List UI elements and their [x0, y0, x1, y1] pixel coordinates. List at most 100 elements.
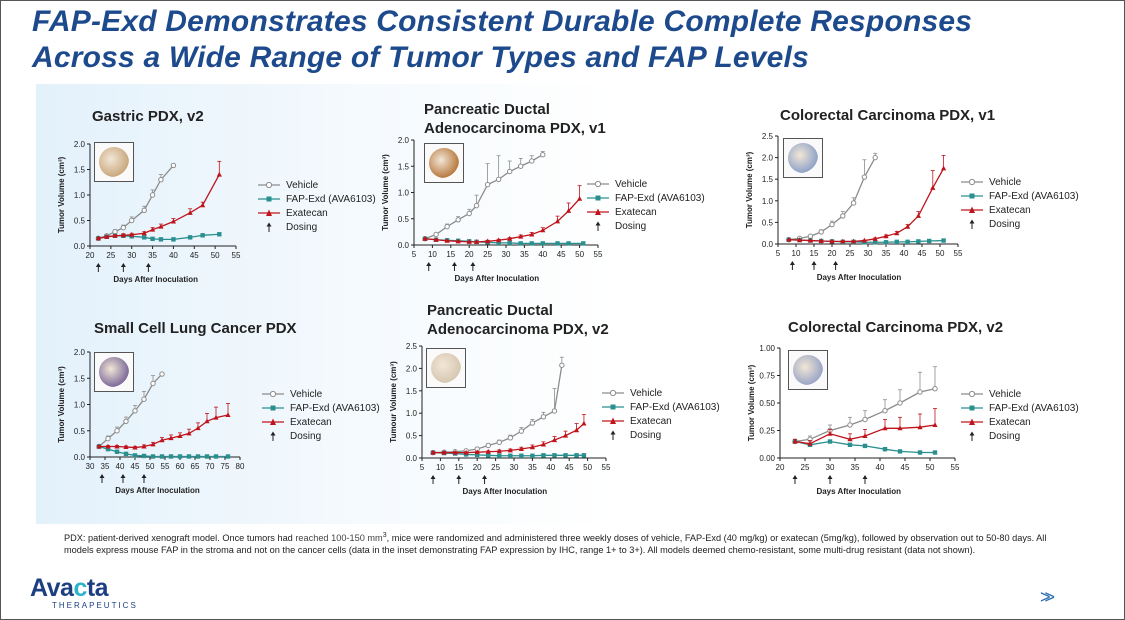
- x-axis-label: Days After Inoculation: [454, 274, 539, 283]
- dosing-arrow-icon: [792, 475, 798, 479]
- legend-label: Exatecan: [989, 204, 1031, 216]
- data-point-fapexd: [159, 454, 165, 459]
- legend-swatch-exatecan-icon: [961, 206, 983, 213]
- data-point-fapexd: [507, 240, 512, 246]
- data-point-fapexd: [217, 232, 222, 237]
- legend-item-vehicle: Vehicle: [258, 178, 376, 192]
- data-point-fapexd: [905, 239, 910, 245]
- legend-item-exatecan: Exatecan: [262, 415, 380, 429]
- data-point-exatecan: [466, 239, 472, 244]
- dosing-arrow-icon: [430, 475, 436, 479]
- data-point-exatecan: [120, 232, 126, 238]
- x-tick-label: 20: [473, 463, 482, 472]
- dosing-arrow-icon: [95, 263, 101, 267]
- legend-swatch-exatecan-icon: [258, 209, 280, 216]
- data-point-vehicle: [850, 200, 857, 206]
- legend-swatch-fapexd-icon: [961, 193, 983, 199]
- x-axis-label: Days After Inoculation: [462, 487, 547, 496]
- x-tick-label: 5: [776, 249, 781, 258]
- y-tick-label: 0.75: [759, 372, 775, 381]
- legend-label: Vehicle: [615, 178, 648, 190]
- y-tick-label: 1.0: [74, 401, 86, 410]
- y-tick-label: 2.5: [762, 132, 774, 141]
- series-line-exatecan: [788, 168, 945, 243]
- data-point-vehicle: [485, 442, 491, 449]
- data-point-exatecan: [485, 238, 491, 244]
- data-point-vehicle: [872, 154, 878, 161]
- x-tick-label: 25: [846, 249, 855, 258]
- chart-title-line: Colorectal Carcinoma PDX, v1: [780, 107, 996, 124]
- data-point-vehicle: [882, 408, 888, 414]
- data-point-exatecan: [150, 441, 156, 447]
- data-point-vehicle: [433, 231, 439, 238]
- x-tick-label: 15: [454, 463, 463, 472]
- dosing-arrow-icon: [482, 475, 488, 479]
- legend-label: Exatecan: [630, 415, 672, 427]
- data-point-exatecan: [818, 238, 824, 243]
- data-point-fapexd: [552, 453, 557, 458]
- data-point-vehicle: [862, 416, 868, 423]
- data-point-vehicle: [540, 152, 546, 158]
- legend-label: Dosing: [290, 430, 322, 442]
- data-point-vehicle: [840, 213, 846, 219]
- data-point-fapexd: [566, 241, 571, 246]
- x-tick-label: 30: [502, 250, 511, 259]
- legend-swatch-dosing-icon: [266, 222, 272, 232]
- data-point-exatecan: [463, 449, 469, 455]
- x-tick-label: 30: [86, 462, 95, 471]
- y-tick-label: 0.0: [762, 240, 774, 249]
- data-point-vehicle: [444, 223, 450, 230]
- x-tick-label: 35: [528, 463, 537, 472]
- chart-svg: 0.0 0.5 1.0 1.5 2.0 5 10 15 20 25 30 35 40 45 50 55 Days…: [381, 136, 603, 283]
- legend-item-dosing: Dosing: [961, 217, 1079, 231]
- data-point-exatecan: [529, 231, 535, 237]
- data-point-fapexd: [114, 449, 120, 454]
- legend-label: FAP-Exd (AVA6103): [630, 401, 720, 413]
- data-point-exatecan: [540, 227, 546, 233]
- data-point-exatecan: [112, 233, 118, 238]
- series-line-exatecan: [424, 198, 581, 243]
- legend-item-exatecan: Exatecan: [587, 205, 705, 219]
- data-point-exatecan: [894, 230, 900, 236]
- data-point-exatecan: [96, 443, 102, 449]
- ihc-tissue-core: [429, 148, 459, 178]
- data-point-fapexd: [581, 453, 587, 458]
- data-point-fapexd: [519, 453, 524, 458]
- chart-panel-gastric-v2: Gastric PDX, v2 0.0 0.5 1.0 1.5 2.0 20 25 30 35 4…: [40, 100, 376, 300]
- legend-label: Dosing: [286, 221, 318, 233]
- double-chevron-right-icon[interactable]: >>: [1040, 587, 1055, 607]
- chart-legend: Vehicle FAP-Exd (AVA6103) Exatecan Dosing: [587, 177, 705, 233]
- data-point-exatecan: [565, 208, 572, 213]
- data-point-vehicle: [149, 192, 156, 198]
- data-point-vehicle: [496, 439, 502, 446]
- x-tick-label: 35: [882, 249, 891, 258]
- ihc-inset-image: [424, 143, 464, 183]
- data-point-exatecan: [577, 196, 583, 201]
- legend-item-dosing: Dosing: [961, 429, 1079, 443]
- legend-label: FAP-Exd (AVA6103): [989, 190, 1079, 202]
- legend-swatch-vehicle-icon: [587, 180, 609, 188]
- data-point-exatecan: [177, 433, 183, 438]
- legend-item-exatecan: Exatecan: [602, 414, 720, 428]
- data-point-exatecan: [474, 449, 480, 455]
- legend-item-fapexd: FAP-Exd (AVA6103): [587, 191, 705, 205]
- data-point-exatecan: [786, 236, 792, 242]
- logo-part: ta: [86, 574, 109, 602]
- y-tick-label: 0.0: [74, 242, 86, 251]
- y-tick-label: 1.5: [74, 166, 86, 175]
- ihc-inset-image: [783, 138, 823, 178]
- chart-title-line: Colorectal Carcinoma PDX, v2: [788, 319, 1004, 336]
- legend-item-exatecan: Exatecan: [961, 203, 1079, 217]
- data-point-exatecan: [861, 237, 867, 243]
- data-point-exatecan: [872, 236, 878, 241]
- x-tick-label: 55: [232, 251, 241, 260]
- legend-swatch-fapexd-icon: [602, 404, 624, 410]
- data-point-vehicle: [529, 420, 536, 426]
- legend-label: Vehicle: [989, 176, 1022, 188]
- dosing-arrow-icon: [451, 262, 457, 266]
- data-point-vehicle: [506, 168, 513, 175]
- legend-swatch-dosing-icon: [969, 219, 975, 229]
- chart-panel-pdac-v2: Pancreatic Ductal Adenocarcinoma PDX, v2 …: [372, 296, 742, 506]
- data-point-vehicle: [829, 221, 835, 228]
- x-tick-label: 45: [901, 463, 910, 472]
